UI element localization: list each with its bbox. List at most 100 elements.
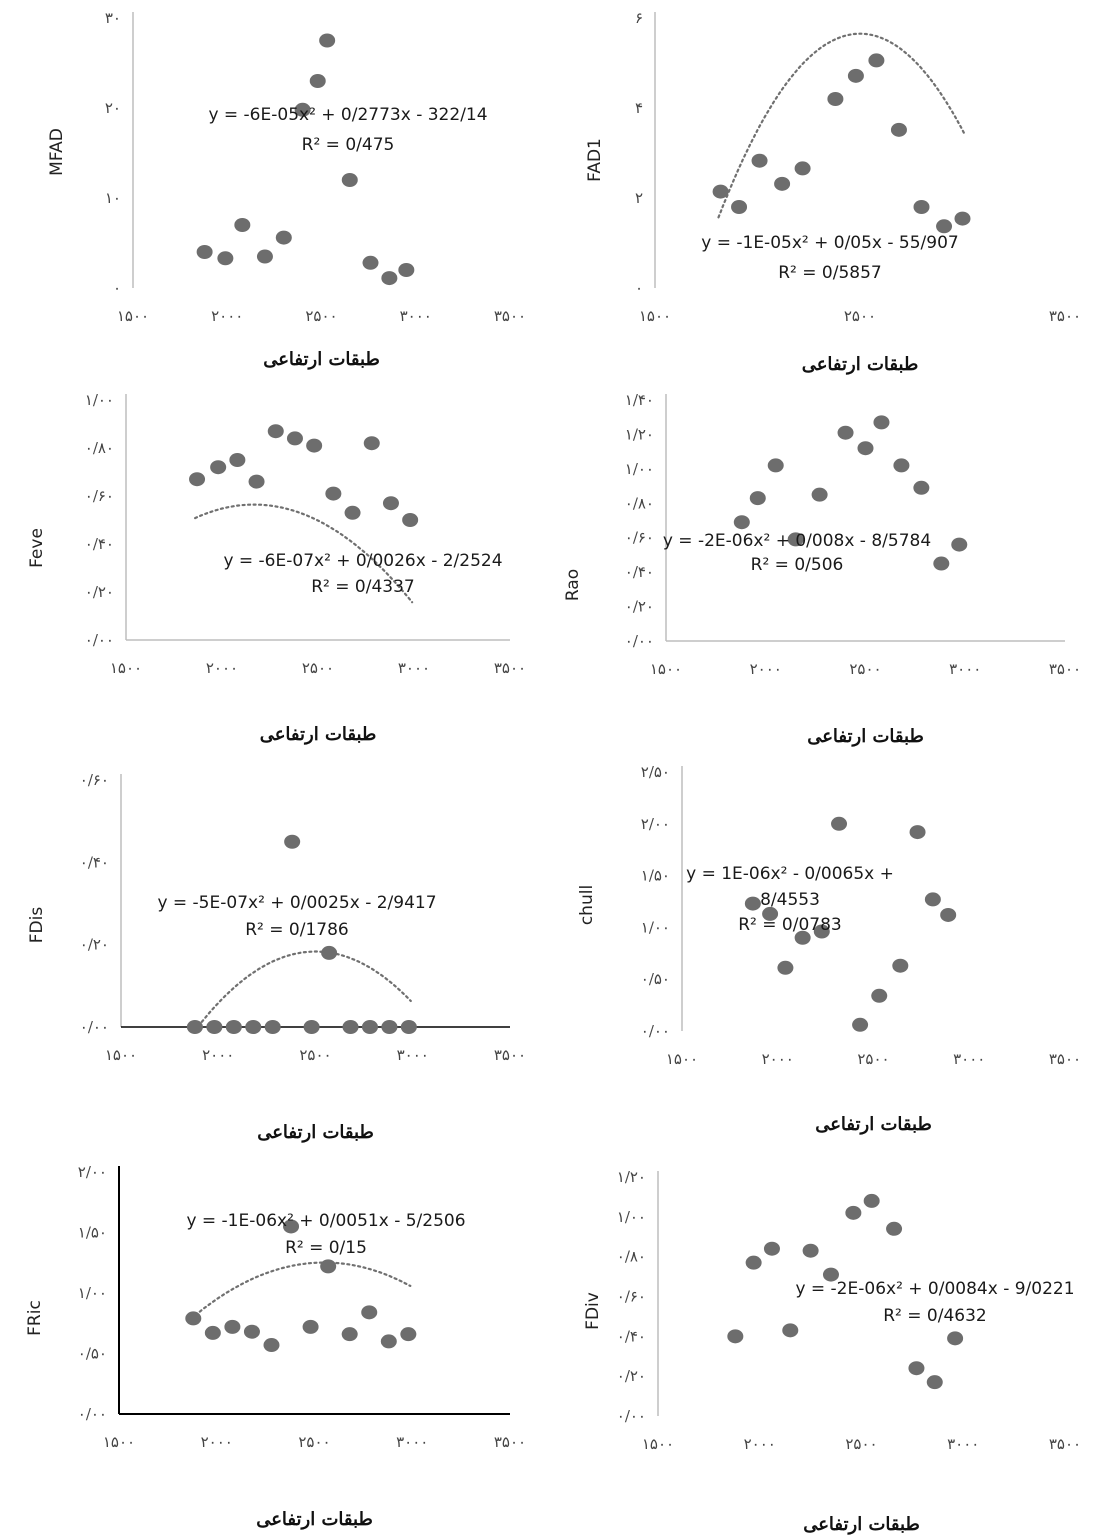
data-point <box>206 1020 223 1034</box>
x-tick-label: ۲۵۰۰ <box>849 660 881 678</box>
data-point <box>402 513 419 527</box>
y-tick-label: ۰/۲۰ <box>625 598 654 616</box>
data-point <box>873 415 890 430</box>
x-tick-label: ۳۵۰۰ <box>494 1046 526 1064</box>
x-tick-label: ۲۵۰۰ <box>845 1435 877 1453</box>
trendline <box>197 950 412 1028</box>
y-tick-label: ۰/۰۰ <box>617 1407 646 1425</box>
x-axis-label: طبقات ارتفاعی <box>803 1514 920 1535</box>
y-tick-label: ۰/۰۰ <box>78 1405 107 1423</box>
data-point <box>712 184 729 199</box>
trendline <box>190 1261 412 1320</box>
x-tick-label: ۱۵۰۰ <box>650 660 682 678</box>
data-point <box>811 487 828 502</box>
x-tick-label: ۳۵۰۰ <box>494 307 526 325</box>
chart-panel-2: ۰ ۲ ۴ ۶ ۱۵۰۰ ۲۵۰۰ ۳۵۰۰ FAD1 طبقات ارتفاعی y = -1E… <box>585 9 1081 375</box>
y-tick-label: ۱/۵۰ <box>641 867 670 885</box>
y-tick-label: ۱/۲۰ <box>625 425 654 443</box>
y-tick-label: ۰/۶۰ <box>617 1288 646 1306</box>
y-tick-label: ۰/۶۰ <box>80 771 109 789</box>
data-point <box>341 173 358 187</box>
data-point <box>794 161 811 176</box>
x-tick-label: ۳۰۰۰ <box>949 660 981 678</box>
r-squared: R² = 0/4632 <box>883 1306 987 1326</box>
data-point <box>344 505 361 520</box>
y-tick-label: ۰/۵۰ <box>641 970 670 988</box>
chart-panel-8: ۰/۰۰ ۰/۲۰ ۰/۴۰ ۰/۶۰ ۰/۸۰ ۱/۰۰ ۱/۲۰ ۱۵۰۰ ۲۰۰۰ ۲۵۰۰… <box>583 1168 1081 1535</box>
trendline <box>717 32 966 219</box>
data-point <box>284 834 301 849</box>
x-tick-label: ۲۵۰۰ <box>302 659 334 677</box>
chart-panel-7: ۰/۰۰ ۰/۵۰ ۱/۰۰ ۱/۵۰ ۲/۰۰ ۱۵۰۰ ۲۰۰۰ ۲۵۰۰ ۳۰۰۰ ۳۵۰۰… <box>25 1163 526 1530</box>
data-point <box>363 436 380 451</box>
x-tick-label: ۳۵۰۰ <box>494 1433 526 1451</box>
data-point <box>204 1325 221 1340</box>
y-tick-label: ۰/۲۰ <box>617 1367 646 1385</box>
y-tick-label: ۱/۰۰ <box>641 918 670 936</box>
y-tick-label: ۰/۴۰ <box>85 535 114 553</box>
y-tick-label: ۰/۸۰ <box>625 494 654 512</box>
trendline-equation-cont: 8/4553 <box>760 890 820 910</box>
data-point <box>243 1324 260 1339</box>
x-tick-label: ۳۰۰۰ <box>400 307 432 325</box>
data-point <box>763 1241 780 1256</box>
x-tick-label: ۲۰۰۰ <box>762 1050 794 1068</box>
y-tick-label: ۲ <box>635 189 643 207</box>
data-point <box>189 472 206 487</box>
data-point <box>186 1020 203 1034</box>
trendline-equation: y = -1E-05x² + 0/05x - 55/907 <box>701 233 958 253</box>
data-point <box>845 1205 862 1220</box>
data-point <box>248 474 265 489</box>
data-point <box>380 1334 397 1349</box>
data-point <box>217 251 234 266</box>
data-point <box>852 1017 869 1032</box>
y-tick-label: ۰/۶۰ <box>625 529 654 547</box>
data-point <box>245 1020 262 1034</box>
y-tick-label: ۱۰ <box>105 189 121 207</box>
data-point <box>908 1361 925 1376</box>
y-tick-label: ۰/۸۰ <box>617 1248 646 1266</box>
x-tick-label: ۱۵۰۰ <box>639 307 671 325</box>
data-point <box>382 496 399 511</box>
data-point <box>868 53 885 68</box>
data-point <box>381 271 398 286</box>
data-point <box>762 906 779 921</box>
x-tick-label: ۲۵۰۰ <box>857 1050 889 1068</box>
data-point <box>822 1267 839 1282</box>
x-tick-label: ۳۵۰۰ <box>1049 660 1081 678</box>
data-point <box>794 930 811 945</box>
data-point <box>936 219 953 234</box>
data-point <box>886 1221 903 1236</box>
y-tick-label: ۱/۰۰ <box>625 460 654 478</box>
data-point <box>234 218 251 232</box>
trendline-equation: y = -2E-06x² + 0/008x - 8/5784 <box>663 531 931 551</box>
data-point <box>831 816 848 831</box>
x-tick-label: ۱۵۰۰ <box>666 1050 698 1068</box>
data-point <box>924 892 941 907</box>
data-point <box>319 33 336 48</box>
x-tick-label: ۳۵۰۰ <box>494 659 526 677</box>
data-point <box>913 200 930 214</box>
data-point <box>275 230 292 245</box>
y-axis-label: FDis <box>27 907 47 944</box>
data-point <box>947 1331 964 1346</box>
y-tick-label: ۰/۸۰ <box>85 439 114 457</box>
y-tick-label: ۰ <box>113 279 121 297</box>
x-tick-label: ۲۵۰۰ <box>299 1046 331 1064</box>
x-axis-label: طبقات ارتفاعی <box>807 726 924 747</box>
y-tick-label: ۰/۴۰ <box>617 1327 646 1345</box>
data-point <box>951 537 968 552</box>
data-point <box>294 102 311 117</box>
data-point <box>777 960 794 975</box>
x-tick-label: ۲۵۰۰ <box>844 307 876 325</box>
data-point <box>264 1020 281 1034</box>
data-point <box>341 1327 358 1342</box>
data-point <box>185 1311 202 1326</box>
r-squared: R² = 0/5857 <box>778 263 882 283</box>
data-point <box>381 1020 398 1034</box>
y-tick-label: ۳۰ <box>105 9 121 27</box>
data-point <box>731 200 748 214</box>
y-tick-label: ۰/۴۰ <box>625 563 654 581</box>
data-point <box>727 1329 744 1344</box>
data-point <box>774 176 791 191</box>
